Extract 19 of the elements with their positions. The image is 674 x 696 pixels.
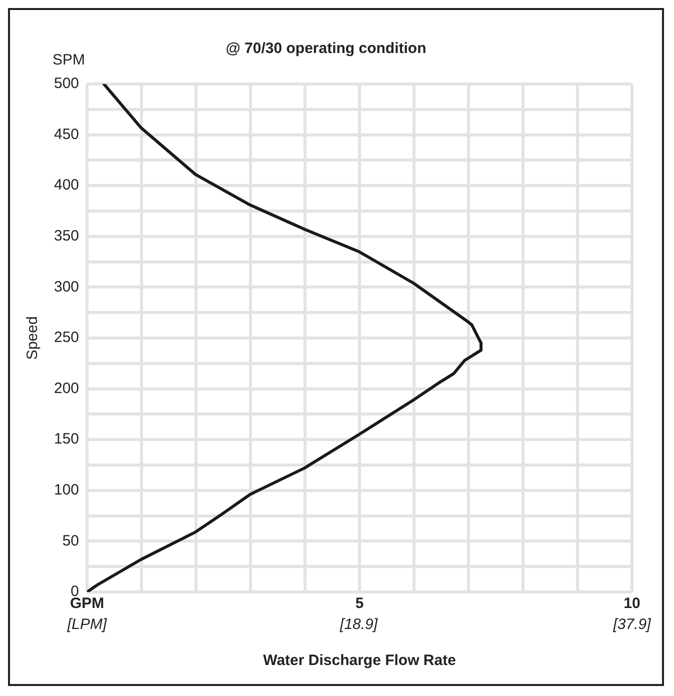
y-tick-label: 200 (54, 380, 80, 397)
y-tick-label: 300 (54, 278, 80, 296)
x2-tick-label: [LPM] (66, 616, 108, 634)
y-tick-label: 500 (54, 75, 80, 92)
x2-tick-label: [18.9] (339, 616, 378, 634)
y-tick-label: 350 (54, 228, 80, 245)
y-tick-label: 150 (54, 430, 80, 448)
x-axis-title: Water Discharge Flow Rate (263, 652, 456, 670)
y-tick-label: 450 (54, 126, 80, 143)
y-tick-label: 50 (62, 532, 80, 550)
y-tick-label: 400 (54, 176, 80, 194)
x-tick-label: 5 (355, 595, 364, 612)
x-tick-label: 10 (624, 595, 640, 612)
chart-subtitle: @ 70/30 operating condition (226, 40, 426, 58)
y-axis-title: Speed (24, 316, 42, 360)
y-tick-label: 100 (54, 482, 80, 499)
x2-tick-label: [37.9] (612, 616, 652, 634)
text: SPM (52, 52, 86, 69)
y-tick-label: 250 (54, 329, 80, 346)
